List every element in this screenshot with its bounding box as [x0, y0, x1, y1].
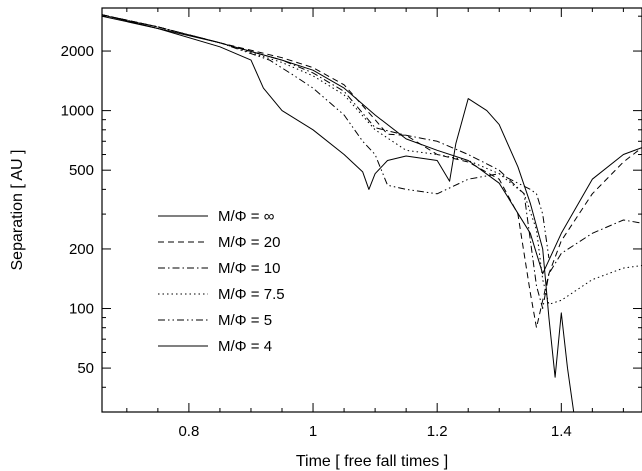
x-axis: 0.8 1 1.2 1.4 [126, 8, 624, 440]
y-tick-label: 200 [69, 241, 94, 258]
y-tick-label: 2000 [61, 43, 94, 60]
series-line-5 [102, 14, 550, 259]
legend-label-6: M/Φ = 4 [218, 338, 272, 355]
legend-label-1: M/Φ = ∞ [218, 208, 275, 225]
y-axis: 50 100 200 500 1000 2000 [61, 15, 642, 413]
x-tick-label: 0.8 [178, 423, 199, 440]
legend-label-4: M/Φ = 7.5 [218, 286, 285, 303]
x-tick-label: 1 [309, 423, 317, 440]
series-line-4 [102, 14, 642, 305]
y-tick-label: 50 [77, 360, 94, 377]
y-axis-title: Separation [ AU ] [9, 150, 26, 271]
legend-label-3: M/Φ = 10 [218, 260, 280, 277]
x-axis-title: Time [ free fall times ] [296, 453, 448, 470]
y-tick-label: 100 [69, 301, 94, 318]
series-line-1 [102, 15, 642, 275]
series-line-3 [102, 14, 642, 309]
legend-label-5: M/Φ = 5 [218, 312, 272, 329]
legend-label-2: M/Φ = 20 [218, 234, 280, 251]
plot-frame [101, 7, 642, 413]
series-line-2 [102, 14, 642, 329]
y-tick-label: 1000 [61, 103, 94, 120]
legend: M/Φ = ∞ M/Φ = 20 M/Φ = 10 M/Φ = 7.5 M/Φ = 5 M… [158, 208, 285, 355]
y-tick-label: 500 [69, 162, 94, 179]
x-tick-label: 1.4 [551, 423, 572, 440]
series-layer [102, 14, 642, 412]
series-line-6 [102, 14, 575, 412]
x-tick-label: 1.2 [427, 423, 448, 440]
